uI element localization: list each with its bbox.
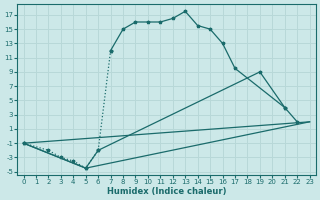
X-axis label: Humidex (Indice chaleur): Humidex (Indice chaleur)	[107, 187, 226, 196]
